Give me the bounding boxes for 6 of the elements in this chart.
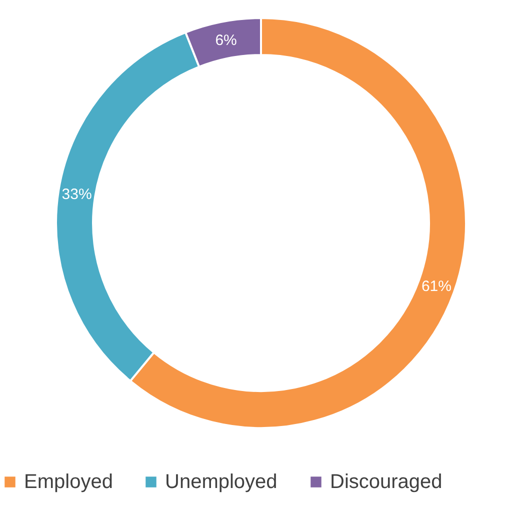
data-label: 33%	[62, 186, 92, 203]
legend-label: Employed	[24, 471, 113, 493]
data-label: 61%	[421, 278, 452, 296]
data-label: 6%	[215, 32, 237, 49]
legend-label: Discouraged	[330, 471, 442, 493]
legend-label: Unemployed	[165, 471, 278, 493]
